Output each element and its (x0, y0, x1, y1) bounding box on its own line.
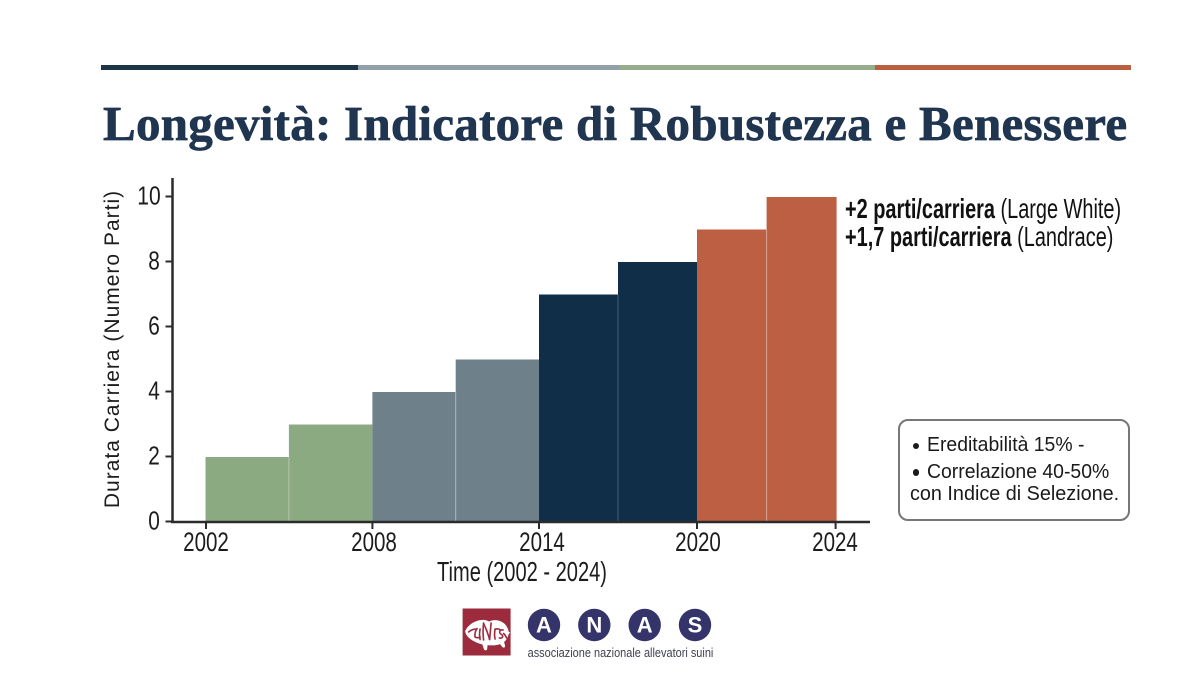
svg-text:S: S (688, 613, 703, 638)
svg-text:A: A (536, 613, 552, 638)
svg-text:N: N (586, 613, 602, 638)
svg-text:associazione nazionale allevat: associazione nazionale allevatori suini (528, 647, 714, 661)
svg-text:A: A (637, 613, 653, 638)
